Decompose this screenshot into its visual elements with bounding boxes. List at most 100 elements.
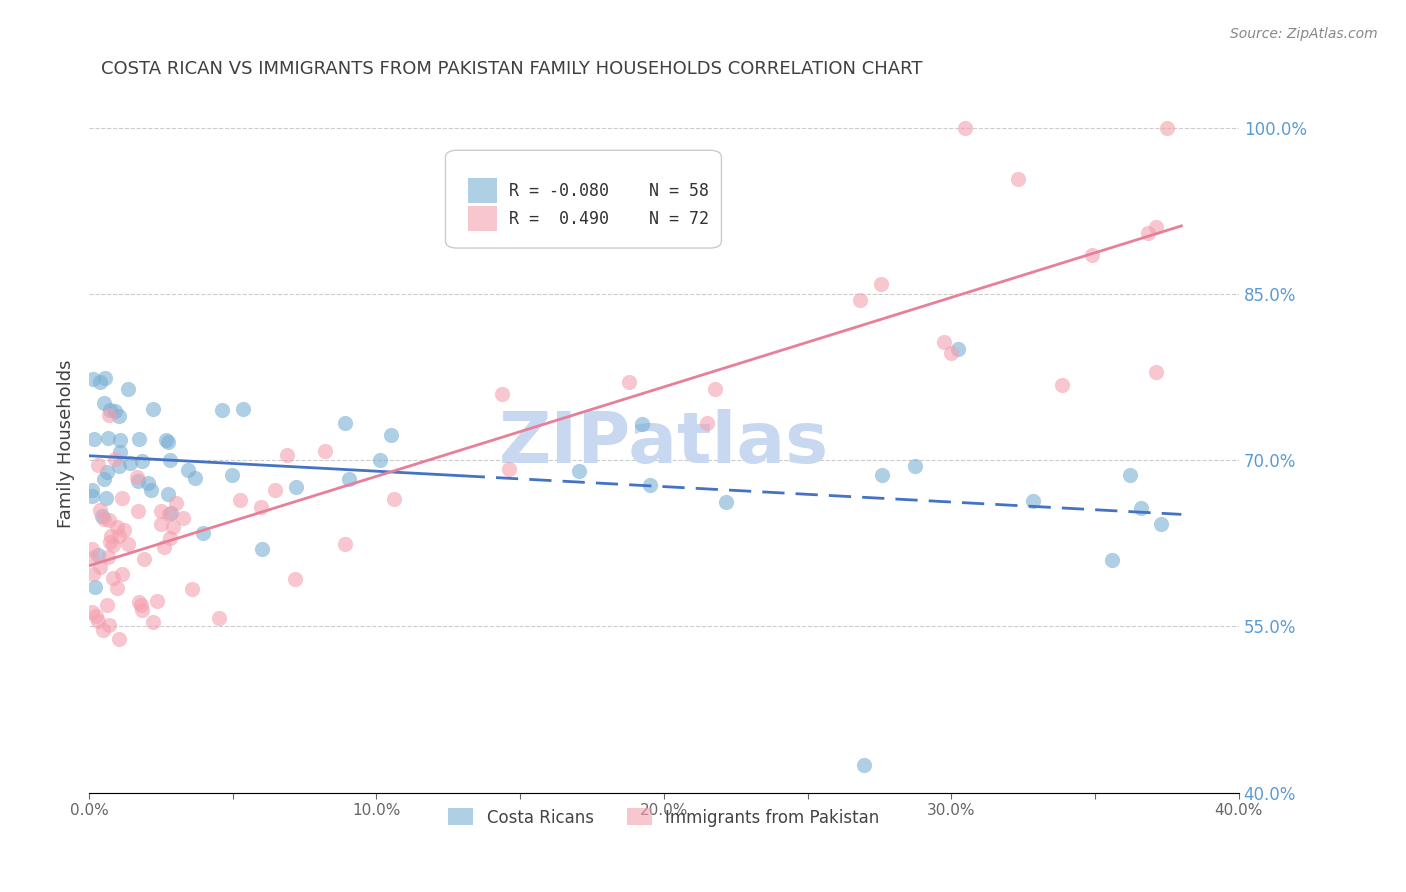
Point	[101, 538, 124, 552]
Point	[221, 468, 243, 483]
Text: R = -0.080    N = 58: R = -0.080 N = 58	[509, 182, 709, 200]
Point	[145, 594, 167, 608]
Point	[498, 462, 520, 476]
Point	[83, 580, 105, 594]
Point	[1021, 494, 1043, 508]
Point	[1150, 516, 1173, 531]
Point	[1007, 172, 1029, 186]
Point	[80, 551, 103, 566]
Point	[91, 508, 114, 523]
Point	[264, 483, 287, 497]
Point	[1136, 226, 1159, 240]
Point	[110, 433, 132, 447]
Point	[368, 453, 391, 467]
Point	[159, 532, 181, 546]
Point	[696, 416, 718, 430]
Point	[89, 502, 111, 516]
Point	[162, 520, 184, 534]
Bar	[468, 178, 498, 202]
Point	[96, 465, 118, 479]
Point	[91, 624, 114, 638]
Point	[84, 609, 107, 624]
Point	[96, 599, 118, 613]
Point	[108, 409, 131, 424]
Point	[96, 491, 118, 505]
Point	[89, 376, 111, 390]
FancyBboxPatch shape	[446, 150, 721, 248]
Point	[1144, 219, 1167, 234]
Point	[110, 445, 132, 459]
Point	[104, 451, 127, 466]
Point	[128, 433, 150, 447]
Point	[131, 454, 153, 468]
Point	[208, 611, 231, 625]
Point	[156, 487, 179, 501]
Point	[159, 507, 181, 521]
Point	[869, 277, 891, 291]
Point	[380, 427, 402, 442]
Point	[141, 483, 163, 497]
Point	[904, 459, 927, 474]
Point	[117, 382, 139, 396]
Point	[107, 529, 129, 543]
Point	[177, 463, 200, 477]
Point	[1080, 248, 1102, 262]
Point	[96, 550, 118, 565]
Point	[93, 512, 115, 526]
Point	[128, 595, 150, 609]
Point	[97, 617, 120, 632]
Point	[97, 512, 120, 526]
Point	[284, 572, 307, 586]
Point	[98, 403, 121, 417]
Point	[165, 496, 187, 510]
Y-axis label: Family Households: Family Households	[58, 359, 75, 528]
Point	[184, 471, 207, 485]
Point	[337, 472, 360, 486]
Point	[93, 472, 115, 486]
Point	[229, 492, 252, 507]
Point	[249, 500, 271, 514]
Point	[939, 346, 962, 360]
Point	[136, 476, 159, 491]
Point	[80, 489, 103, 503]
Text: COSTA RICAN VS IMMIGRANTS FROM PAKISTAN FAMILY HOUSEHOLDS CORRELATION CHART: COSTA RICAN VS IMMIGRANTS FROM PAKISTAN …	[101, 60, 922, 78]
Point	[80, 541, 103, 556]
Point	[97, 431, 120, 445]
Point	[1101, 553, 1123, 567]
Point	[82, 567, 104, 582]
Point	[142, 402, 165, 417]
Point	[105, 581, 128, 595]
Point	[152, 540, 174, 554]
Point	[149, 504, 172, 518]
Point	[172, 510, 194, 524]
Point	[716, 495, 738, 509]
Point	[232, 402, 254, 417]
Point	[100, 529, 122, 543]
Point	[117, 537, 139, 551]
Point	[82, 372, 104, 386]
Text: Source: ZipAtlas.com: Source: ZipAtlas.com	[1230, 27, 1378, 41]
Point	[104, 404, 127, 418]
Point	[276, 448, 298, 462]
Point	[105, 519, 128, 533]
Point	[568, 464, 591, 478]
Point	[631, 417, 654, 432]
Point	[111, 567, 134, 582]
Point	[181, 582, 204, 597]
Point	[638, 477, 661, 491]
Point	[131, 603, 153, 617]
Point	[617, 375, 640, 389]
Point	[191, 526, 214, 541]
Point	[491, 386, 513, 401]
Point	[150, 517, 173, 532]
Point	[134, 552, 156, 566]
Point	[252, 541, 274, 556]
Bar	[468, 206, 498, 231]
Point	[159, 453, 181, 467]
Point	[1130, 500, 1153, 515]
Point	[118, 456, 141, 470]
Legend: Costa Ricans, Immigrants from Pakistan: Costa Ricans, Immigrants from Pakistan	[441, 802, 886, 833]
Point	[382, 492, 405, 507]
Point	[157, 507, 180, 521]
Point	[1118, 467, 1140, 482]
